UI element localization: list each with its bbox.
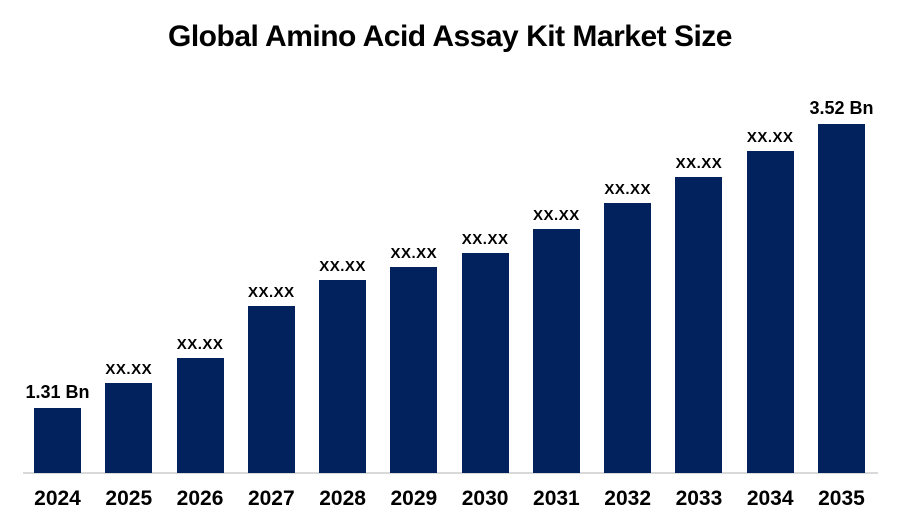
bar-2027 [247, 306, 295, 473]
bar-2035 [817, 124, 865, 473]
value-label-2035: 3.52 Bn [809, 98, 874, 118]
value-label-2030: XX.XX [461, 231, 509, 248]
x-tick-2028: 2028 [319, 487, 366, 510]
x-tick-2030: 2030 [461, 487, 509, 510]
bar-2032 [604, 203, 652, 473]
bar-2026 [176, 358, 224, 473]
value-label-2027: XX.XX [247, 284, 295, 301]
chart-title: Global Amino Acid Assay Kit Market Size [168, 20, 732, 53]
bar-2028 [319, 280, 367, 473]
x-tick-2035: 2035 [818, 487, 865, 510]
value-label-2032: XX.XX [604, 181, 651, 198]
value-label-2024: 1.31 Bn [25, 382, 90, 402]
bar-2024 [34, 408, 81, 473]
bar-2025 [105, 383, 153, 473]
value-label-2034: XX.XX [746, 129, 794, 146]
x-tick-2033: 2033 [675, 487, 723, 510]
bar-2033 [675, 177, 723, 473]
value-label-2031: XX.XX [533, 207, 580, 224]
value-label-2033: XX.XX [675, 155, 723, 172]
x-tick-2032: 2032 [604, 487, 652, 510]
value-label-2025: XX.XX [105, 361, 153, 378]
x-tick-2029: 2029 [390, 487, 438, 510]
value-label-2028: XX.XX [319, 258, 366, 275]
bar-2034 [746, 151, 794, 473]
x-tick-2024: 2024 [34, 487, 81, 510]
bar-2031 [532, 229, 580, 473]
x-axis-line [23, 472, 878, 474]
x-tick-2026: 2026 [176, 487, 224, 510]
x-tick-2027: 2027 [247, 487, 295, 510]
x-tick-2031: 2031 [533, 487, 580, 510]
value-label-2029: XX.XX [390, 245, 438, 262]
bar-2029 [390, 267, 438, 473]
bar-2030 [461, 253, 509, 473]
x-tick-2025: 2025 [105, 487, 153, 510]
x-tick-2034: 2034 [746, 487, 794, 510]
value-label-2026: XX.XX [176, 336, 224, 353]
